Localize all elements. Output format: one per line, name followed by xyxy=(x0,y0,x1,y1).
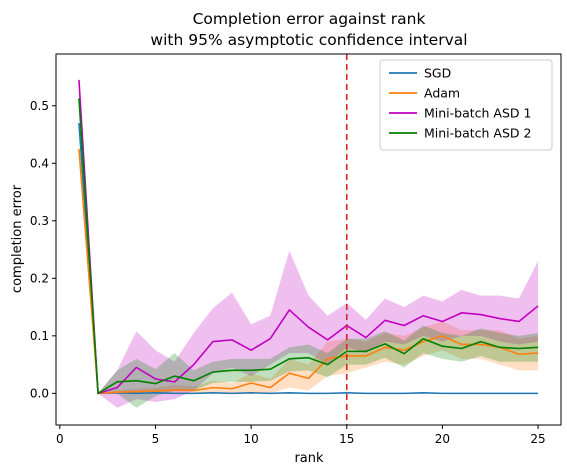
x-axis-ticks: 0 5 10 15 20 25 xyxy=(56,425,546,446)
series-line-adam xyxy=(78,148,539,395)
confidence-band-adam xyxy=(78,146,539,394)
x-tick-label: 0 xyxy=(56,432,64,446)
series-line-mini-batch-asd-2 xyxy=(78,98,539,395)
confidence-band-mini-batch-asd-2 xyxy=(78,96,539,408)
legend-box xyxy=(379,59,553,151)
legend-label-adam: Adam xyxy=(424,86,460,101)
y-tick-label: 0.4 xyxy=(30,156,49,170)
y-tick-label: 0.3 xyxy=(30,214,49,228)
y-tick-label: 0.2 xyxy=(30,271,49,285)
legend-label-mini-batch-asd-2: Mini-batch ASD 2 xyxy=(424,126,531,141)
y-tick-label: 0.5 xyxy=(30,99,49,113)
y-tick-label: 0.0 xyxy=(30,386,49,400)
chart-title-line2: with 95% asymptotic confidence interval xyxy=(150,31,467,49)
y-axis-label: completion error xyxy=(10,184,25,293)
x-axis-label: rank xyxy=(294,451,324,466)
x-tick-label: 5 xyxy=(152,432,160,446)
y-tick-label: 0.1 xyxy=(30,329,49,343)
x-tick-label: 25 xyxy=(530,432,545,446)
legend-label-mini-batch-asd-1: Mini-batch ASD 1 xyxy=(424,106,531,121)
legend: SGD Adam Mini-batch ASD 1 Mini-batch ASD 2 xyxy=(379,59,553,151)
series-line-sgd xyxy=(78,122,539,395)
series-line-mini-batch-asd-1 xyxy=(78,79,539,395)
chart-title-line1: Completion error against rank xyxy=(193,10,426,28)
x-tick-label: 10 xyxy=(243,432,258,446)
axes-frame xyxy=(55,53,562,426)
plot-area xyxy=(78,54,539,425)
x-tick-label: 15 xyxy=(339,432,354,446)
y-axis-ticks: 0.0 0.1 0.2 0.3 0.4 0.5 xyxy=(30,99,56,400)
x-tick-label: 20 xyxy=(435,432,450,446)
legend-label-sgd: SGD xyxy=(424,66,451,81)
confidence-band-mini-batch-asd-1 xyxy=(78,77,539,408)
